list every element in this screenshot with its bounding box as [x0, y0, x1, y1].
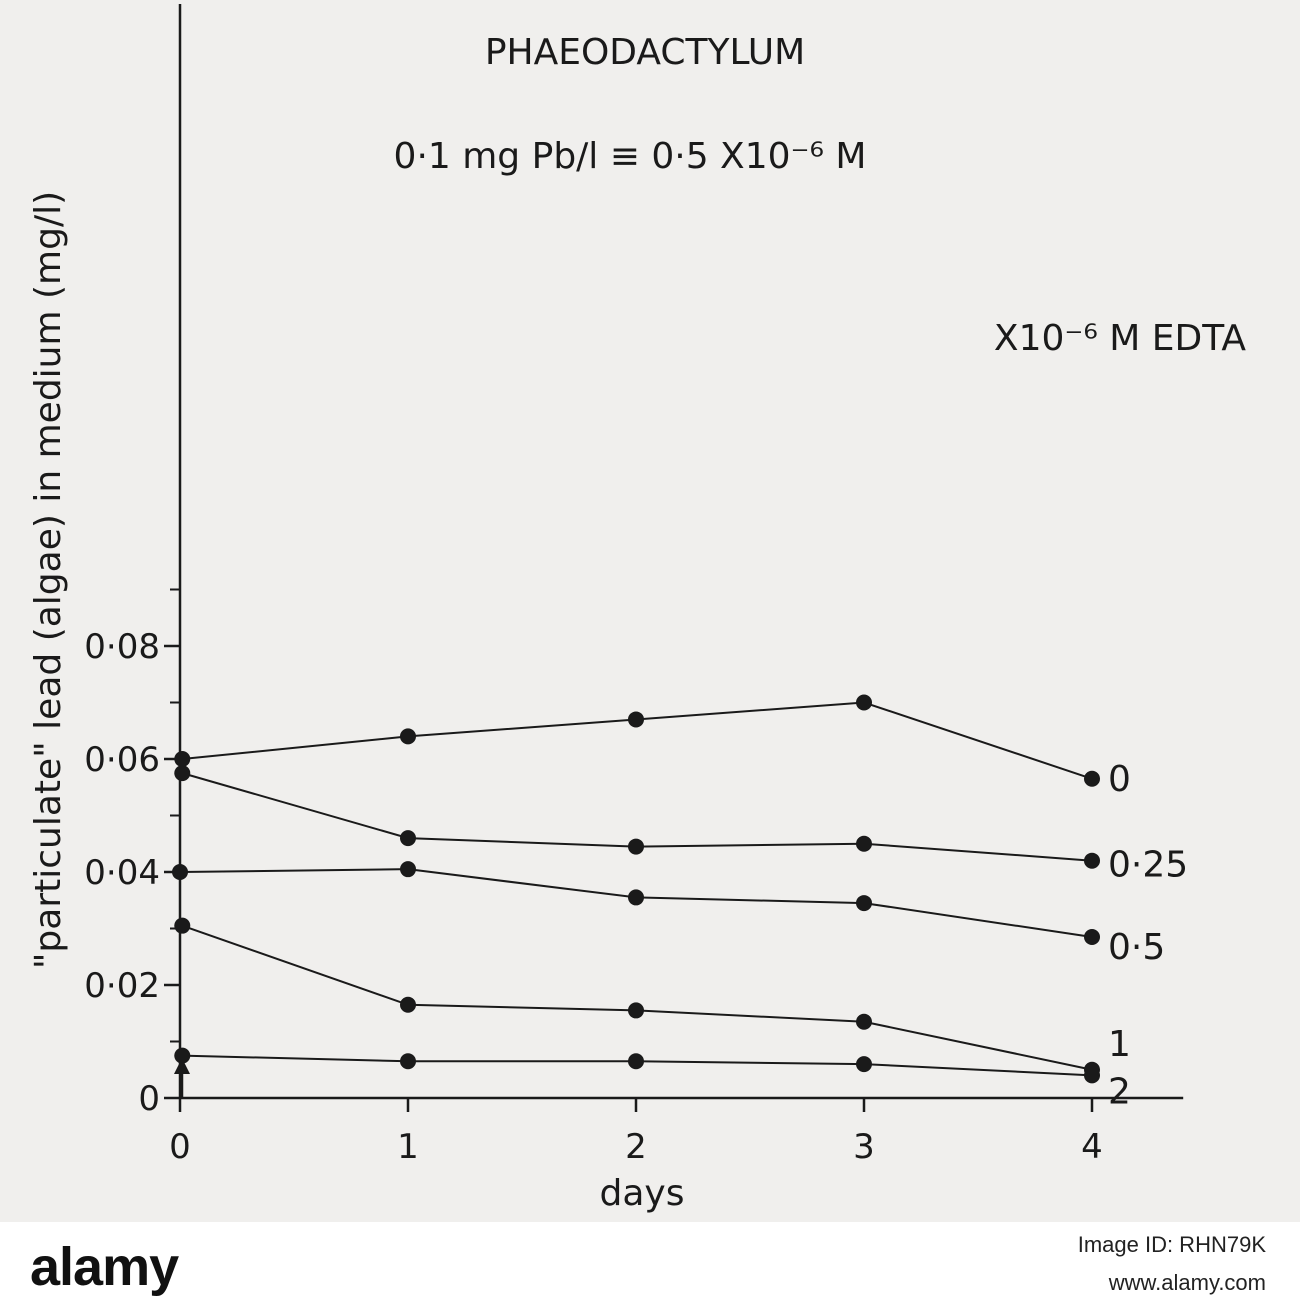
y-tick-label: 0: [138, 1079, 160, 1119]
data-point: [856, 895, 872, 912]
data-point: [174, 765, 191, 782]
series-end-label: 1: [1108, 1024, 1131, 1065]
data-point: [400, 861, 416, 878]
series-end-label: 2: [1108, 1071, 1131, 1112]
y-tick-label: 0·06: [84, 740, 160, 780]
series-line: [181, 924, 1093, 1071]
data-point: [174, 917, 191, 934]
data-point: [856, 1013, 872, 1030]
data-point: [1084, 1067, 1100, 1084]
y-tick-label: 0·04: [84, 853, 160, 893]
chart-subtitle: 0·1 mg Pb/l ≡ 0·5 X10⁻⁶ M: [394, 136, 867, 177]
data-point: [628, 838, 644, 855]
data-point: [628, 889, 644, 906]
y-axis-label: "particulate" lead (algae) in medium (mg…: [28, 191, 69, 969]
series-end-label: 0·25: [1108, 845, 1188, 886]
x-tick-label: 0: [169, 1127, 191, 1167]
data-point: [856, 1056, 872, 1073]
data-point: [856, 694, 872, 711]
data-point: [400, 996, 416, 1013]
data-point: [174, 751, 191, 767]
data-point: [174, 1047, 191, 1064]
line-chart: PHAEODACTYLUM 0·1 mg Pb/l ≡ 0·5 X10⁻⁶ M …: [28, 4, 1247, 1214]
x-tick-label: 3: [853, 1127, 875, 1167]
series-end-label: 0·5: [1108, 927, 1165, 968]
data-point: [1084, 770, 1100, 787]
series-end-label: 0: [1108, 759, 1131, 800]
watermark-logo: alamy: [30, 1237, 179, 1297]
legend-title: X10⁻⁶ M EDTA: [994, 318, 1247, 359]
data-point: [628, 1053, 644, 1070]
chart-title: PHAEODACTYLUM: [485, 32, 805, 73]
data-point: [856, 835, 872, 852]
y-tick-label: 0·08: [84, 627, 160, 667]
chart-area: PHAEODACTYLUM 0·1 mg Pb/l ≡ 0·5 X10⁻⁶ M …: [28, 4, 1247, 1214]
x-axis-label: days: [600, 1173, 685, 1214]
data-point: [400, 1053, 416, 1070]
start-triangle-marker: [174, 1058, 190, 1074]
data-point: [1084, 852, 1100, 869]
watermark-image-id: Image ID: RHN79K: [1077, 1232, 1266, 1257]
data-point: [1084, 928, 1100, 945]
data-point: [628, 711, 644, 728]
watermark-footer: alamy Image ID: RHN79K www.alamy.com: [0, 1222, 1300, 1310]
y-tick-label: 0·02: [84, 966, 160, 1006]
data-point: [400, 728, 416, 745]
watermark-site: www.alamy.com: [1108, 1270, 1266, 1295]
x-tick-label: 4: [1081, 1127, 1103, 1167]
x-tick-label: 1: [397, 1127, 419, 1167]
data-point: [172, 864, 188, 880]
data-point: [400, 830, 416, 847]
x-tick-label: 2: [625, 1127, 647, 1167]
data-point: [628, 1002, 644, 1019]
